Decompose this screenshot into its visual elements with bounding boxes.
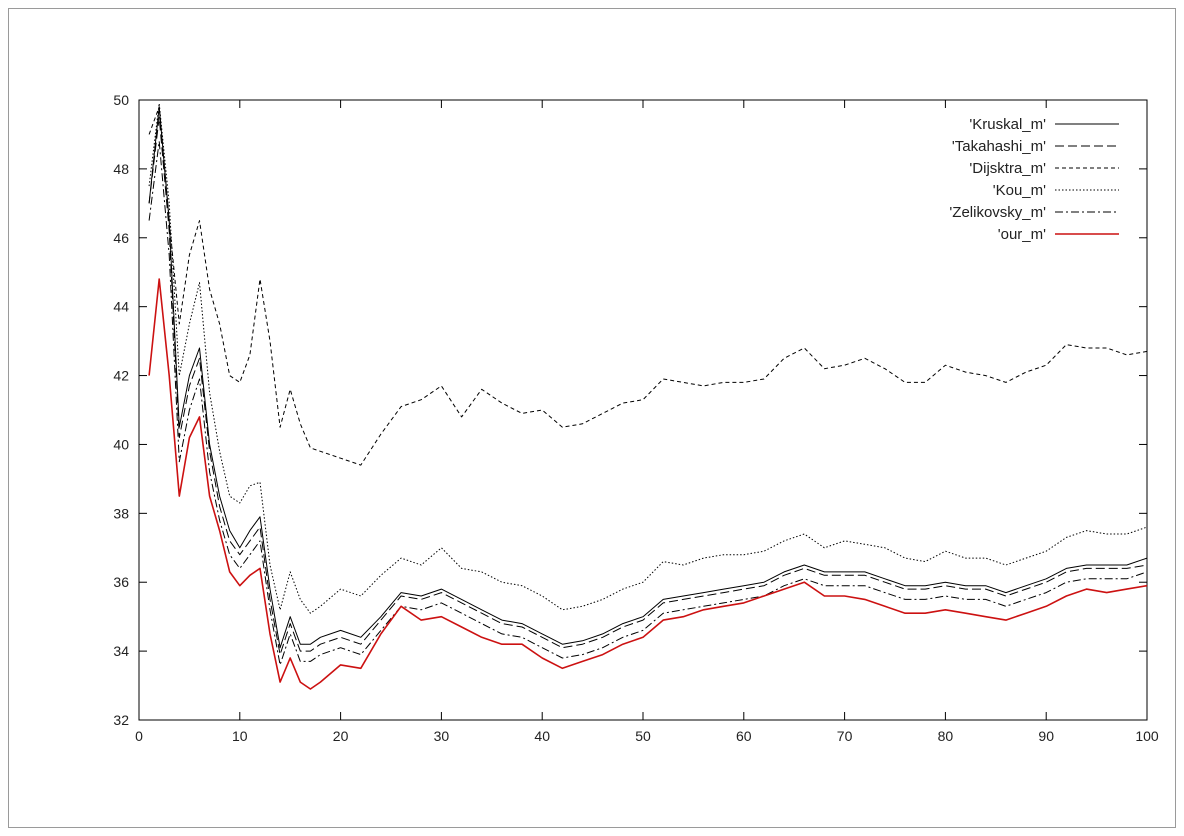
y-tick-label: 36 xyxy=(113,574,129,590)
y-tick-label: 44 xyxy=(113,299,129,315)
x-tick-label: 70 xyxy=(837,728,853,744)
y-tick-label: 34 xyxy=(113,643,129,659)
y-tick-label: 40 xyxy=(113,436,129,452)
x-tick-label: 80 xyxy=(938,728,954,744)
legend-label: 'Kruskal_m' xyxy=(969,116,1046,133)
y-tick-label: 46 xyxy=(113,230,129,246)
legend: 'Kruskal_m' 'Takahashi_m' 'Dijsktra_m' 'Kou… xyxy=(949,116,1119,243)
y-tick-label: 50 xyxy=(113,92,129,108)
x-tick-label: 40 xyxy=(534,728,550,744)
legend-label: 'Zelikovsky_m' xyxy=(949,204,1046,221)
x-tick-label: 10 xyxy=(232,728,248,744)
x-tick-label: 60 xyxy=(736,728,752,744)
chart-frame: 0 10 20 30 40 50 60 70 80 90 100 32 34 36 38 40 42 44 46 48… xyxy=(8,8,1176,828)
x-tick-label: 30 xyxy=(434,728,450,744)
x-tick-label: 90 xyxy=(1038,728,1054,744)
legend-label: 'Takahashi_m' xyxy=(952,138,1046,155)
y-tick-label: 32 xyxy=(113,712,129,728)
legend-label: 'Kou_m' xyxy=(993,182,1046,199)
x-tick-label: 20 xyxy=(333,728,349,744)
legend-label: 'our_m' xyxy=(998,226,1046,243)
line-chart: 0 10 20 30 40 50 60 70 80 90 100 32 34 36 38 40 42 44 46 48… xyxy=(9,9,1175,827)
x-tick-label: 0 xyxy=(135,728,143,744)
y-tick-label: 48 xyxy=(113,161,129,177)
x-tick-label: 50 xyxy=(635,728,651,744)
series-line-kou-m xyxy=(149,103,1147,613)
y-tick-label: 38 xyxy=(113,505,129,521)
legend-label: 'Dijsktra_m' xyxy=(969,160,1046,177)
x-tick-label: 100 xyxy=(1135,728,1159,744)
series-line-our-m xyxy=(149,279,1147,689)
y-tick-label: 42 xyxy=(113,368,129,384)
